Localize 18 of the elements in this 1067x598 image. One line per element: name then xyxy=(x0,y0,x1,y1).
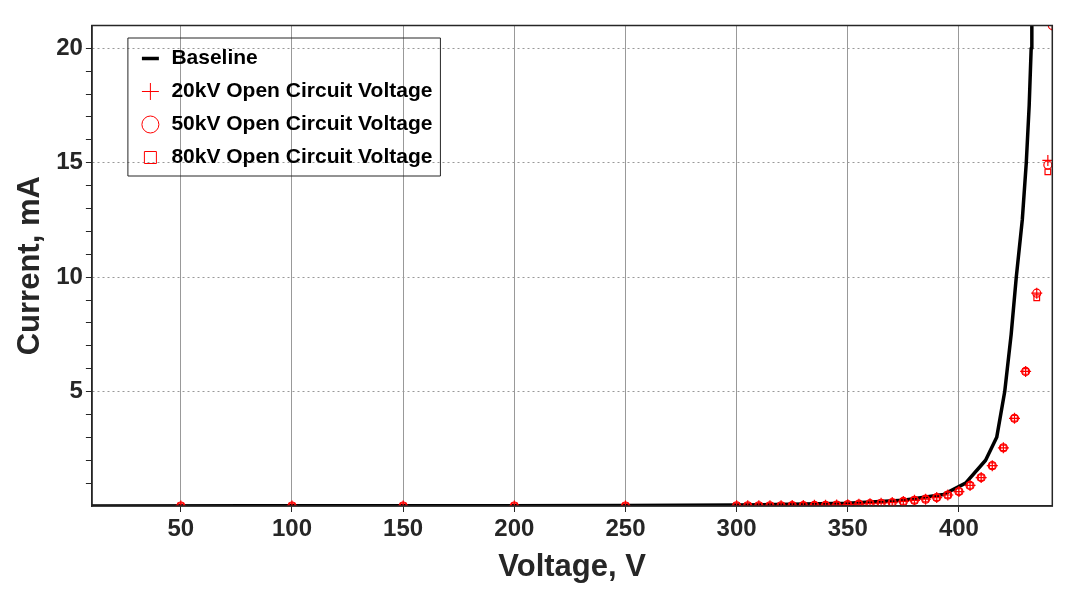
x-tick-label: 50 xyxy=(167,514,195,542)
y-tick-label: 10 xyxy=(56,261,83,289)
y-axis-title: Current, mA xyxy=(11,176,47,356)
y-tick-label: 20 xyxy=(56,32,83,60)
x-tick-label: 250 xyxy=(605,514,646,542)
x-tick-label: 200 xyxy=(494,514,535,542)
legend-label: 20kV Open Circuit Voltage xyxy=(171,78,433,102)
x-tick-label: 300 xyxy=(716,514,757,542)
x-tick-label: 150 xyxy=(383,514,424,542)
legend-label: Baseline xyxy=(171,45,258,69)
x-axis-title: Voltage, V xyxy=(498,547,647,583)
legend-label: 80kV Open Circuit Voltage xyxy=(171,144,433,168)
legend-label: 50kV Open Circuit Voltage xyxy=(171,111,433,135)
x-tick-label: 350 xyxy=(827,514,868,542)
y-tick-label: 5 xyxy=(69,376,83,404)
y-tick-label: 15 xyxy=(56,147,83,175)
x-tick-label: 100 xyxy=(271,514,312,542)
x-tick-label: 400 xyxy=(938,514,979,542)
